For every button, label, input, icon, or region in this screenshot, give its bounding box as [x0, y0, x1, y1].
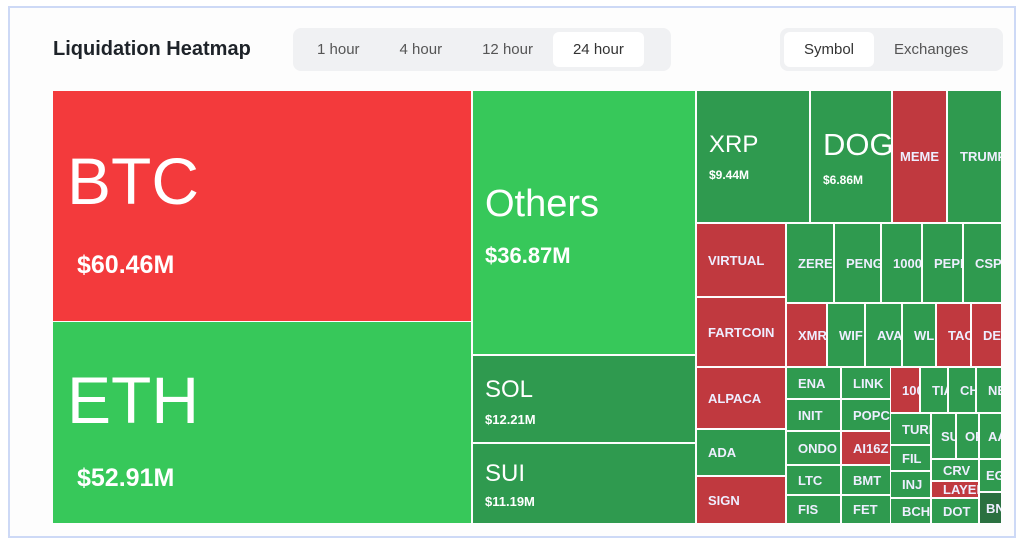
tab-4-hour[interactable]: 4 hour: [399, 41, 443, 58]
tile-ondo[interactable]: ONDO: [787, 432, 840, 464]
tile-popcat[interactable]: POPCAT: [842, 400, 890, 430]
tile-btc[interactable]: BTC $60.46M: [53, 91, 471, 321]
tile-layer[interactable]: LAYER: [932, 482, 978, 497]
tile-sol[interactable]: SOL $12.21M: [473, 356, 695, 442]
tab-12-hour[interactable]: 12 hour: [482, 41, 533, 58]
tile-bch[interactable]: BCH: [891, 499, 930, 523]
tile-trump[interactable]: TRUMP: [948, 91, 1001, 222]
tile-ena[interactable]: ENA: [787, 368, 840, 398]
tile-wld[interactable]: WLD: [903, 304, 935, 366]
tile-egld[interactable]: EGLD: [980, 460, 1001, 491]
tile-ltc[interactable]: LTC: [787, 466, 840, 494]
tile-chz[interactable]: CHZ: [949, 368, 975, 412]
tile-alpaca[interactable]: ALPACA: [697, 368, 785, 428]
tile-sui[interactable]: SUI $11.19M: [473, 444, 695, 523]
tile-tia[interactable]: TIA: [921, 368, 947, 412]
tile-xrp[interactable]: XRP $9.44M: [697, 91, 809, 222]
tile-fet[interactable]: FET: [842, 496, 890, 523]
tile-fil[interactable]: FIL: [891, 446, 930, 470]
tile-ai16z[interactable]: AI16Z: [842, 432, 890, 464]
tile-near[interactable]: NEAR: [977, 368, 1001, 412]
tile-1000[interactable]: 1000: [891, 368, 919, 412]
tab-symbol[interactable]: Symbol: [784, 32, 875, 67]
tile-symbol: Others: [485, 183, 600, 225]
tab-1-hour[interactable]: 1 hour: [317, 41, 360, 58]
tile-value: $12.21M: [485, 412, 536, 427]
tile-eth[interactable]: ETH $52.91M: [53, 322, 471, 523]
tile-cspr[interactable]: CSPR: [964, 224, 1001, 302]
tile-fis[interactable]: FIS: [787, 496, 840, 523]
tile-value: $36.87M: [485, 243, 571, 268]
tile-symbol: XRP: [709, 131, 759, 158]
tile-pepe[interactable]: PEPE: [923, 224, 962, 302]
tile-fartcoin[interactable]: FARTCOIN: [697, 298, 785, 366]
tile-wif[interactable]: WIF: [828, 304, 864, 366]
tile-virtual[interactable]: VIRTUAL: [697, 224, 785, 296]
tile-symbol: DOGE: [823, 127, 891, 162]
tile-ada[interactable]: ADA: [697, 430, 785, 475]
tile-dexe[interactable]: DEXE: [972, 304, 1001, 366]
tile-crv[interactable]: CRV: [932, 460, 978, 480]
tile-xmr[interactable]: XMR: [787, 304, 826, 366]
tile-pengu[interactable]: PENGU: [835, 224, 880, 302]
tile-symbol: BTC: [67, 144, 199, 218]
tile-turbo[interactable]: TURBO: [891, 414, 930, 444]
tile-tao[interactable]: TAO: [937, 304, 970, 366]
tile-dot[interactable]: DOT: [932, 499, 978, 523]
tile-value: $9.44M: [709, 168, 750, 182]
tile-sui-small[interactable]: SUI: [932, 414, 955, 458]
tile-symbol: ETH: [67, 363, 199, 437]
tile-init[interactable]: INIT: [787, 400, 840, 430]
tile-avax[interactable]: AVAX: [866, 304, 901, 366]
tile-symbol: SUI: [485, 460, 526, 487]
tile-meme[interactable]: MEME: [893, 91, 946, 222]
tile-value: $6.86M: [823, 173, 864, 187]
tile-1000pepe[interactable]: 1000PEPE: [882, 224, 921, 302]
tile-symbol: SOL: [485, 376, 534, 403]
tile-bmt[interactable]: BMT: [842, 466, 890, 494]
tab-exchanges[interactable]: Exchanges: [894, 41, 969, 58]
tile-sign[interactable]: SIGN: [697, 477, 785, 523]
view-tabs: Symbol Exchanges: [780, 28, 1003, 71]
tile-inj[interactable]: INJ: [891, 472, 930, 497]
tile-bnb[interactable]: BNB: [980, 493, 1001, 523]
tile-aave[interactable]: AAVE: [980, 414, 1001, 458]
tile-doge[interactable]: DOGE $6.86M: [811, 91, 891, 222]
time-range-tabs: 1 hour 4 hour 12 hour 24 hour: [293, 28, 671, 71]
page-title: Liquidation Heatmap: [53, 38, 251, 60]
tile-value: $52.91M: [77, 464, 175, 492]
tile-value: $60.46M: [77, 251, 175, 279]
tile-value: $11.19M: [485, 494, 535, 509]
tab-24-hour[interactable]: 24 hour: [552, 32, 644, 67]
tile-others[interactable]: Others $36.87M: [473, 91, 695, 354]
tile-link[interactable]: LINK: [842, 368, 890, 398]
tile-op[interactable]: OP: [957, 414, 978, 458]
tile-zerebro[interactable]: ZEREBRO: [787, 224, 833, 302]
